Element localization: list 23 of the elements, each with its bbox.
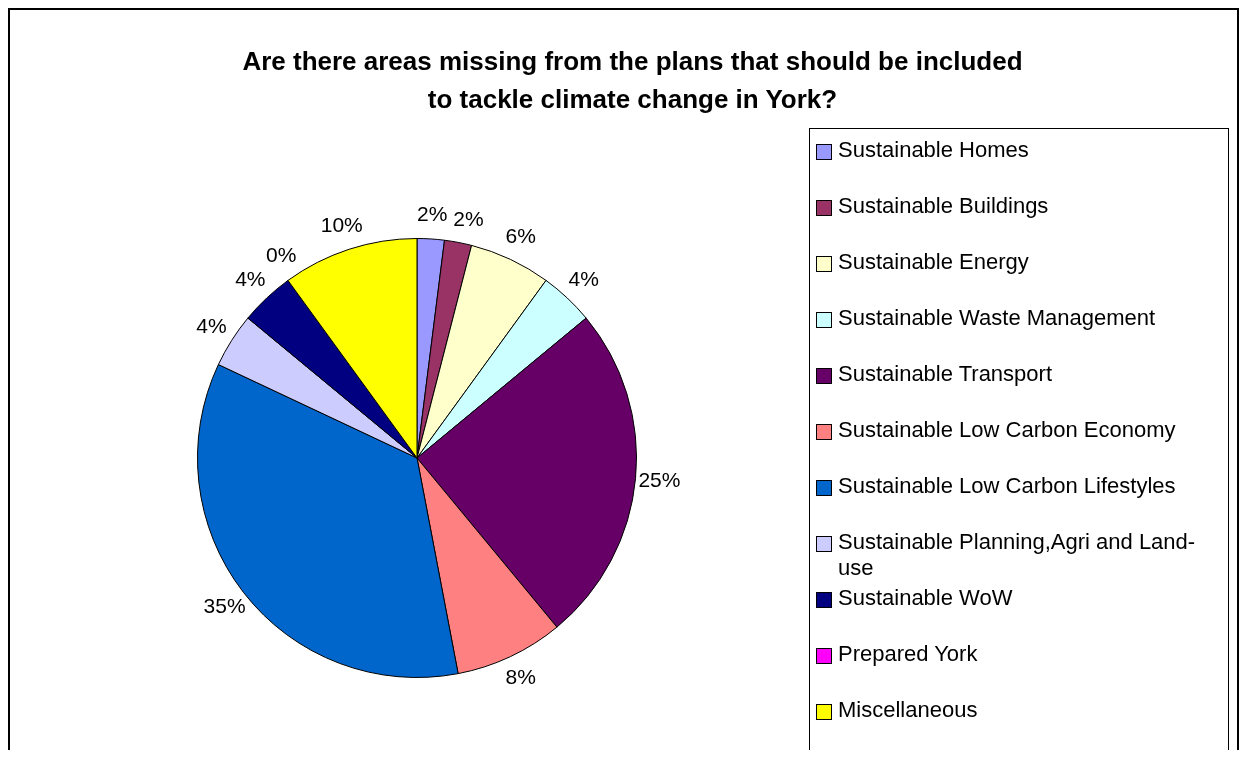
data-label: 8%: [505, 665, 536, 689]
data-label: 4%: [235, 267, 266, 291]
legend-label: Miscellaneous: [838, 697, 978, 723]
legend-label: Sustainable Low Carbon Economy: [838, 417, 1176, 443]
data-label: 2%: [417, 201, 448, 225]
data-label: 25%: [638, 467, 681, 491]
data-label: 6%: [505, 224, 536, 248]
legend-label: Sustainable Energy: [838, 249, 1029, 275]
data-label: 4%: [568, 267, 599, 291]
data-label: 2%: [453, 206, 484, 230]
legend-label: Sustainable Transport: [838, 361, 1053, 387]
legend-label: Sustainable Low Carbon Lifestyles: [838, 473, 1176, 499]
legend-label: Prepared York: [838, 641, 978, 667]
chart-title: Are there areas missing from the plans that should be included to tackle climate change in York?: [241, 45, 1024, 116]
data-label: 35%: [203, 594, 246, 618]
data-label: 10%: [320, 213, 363, 237]
legend-label: Sustainable WoW: [838, 585, 1013, 611]
legend-label: Sustainable Waste Management: [838, 305, 1156, 331]
legend-label: Sustainable Planning,Agri and Land-use: [838, 529, 1197, 581]
data-label: 4%: [196, 314, 227, 338]
text: 0%: [265, 242, 297, 266]
legend-label: Sustainable Homes: [838, 137, 1029, 163]
legend-label: Sustainable Buildings: [838, 193, 1049, 219]
